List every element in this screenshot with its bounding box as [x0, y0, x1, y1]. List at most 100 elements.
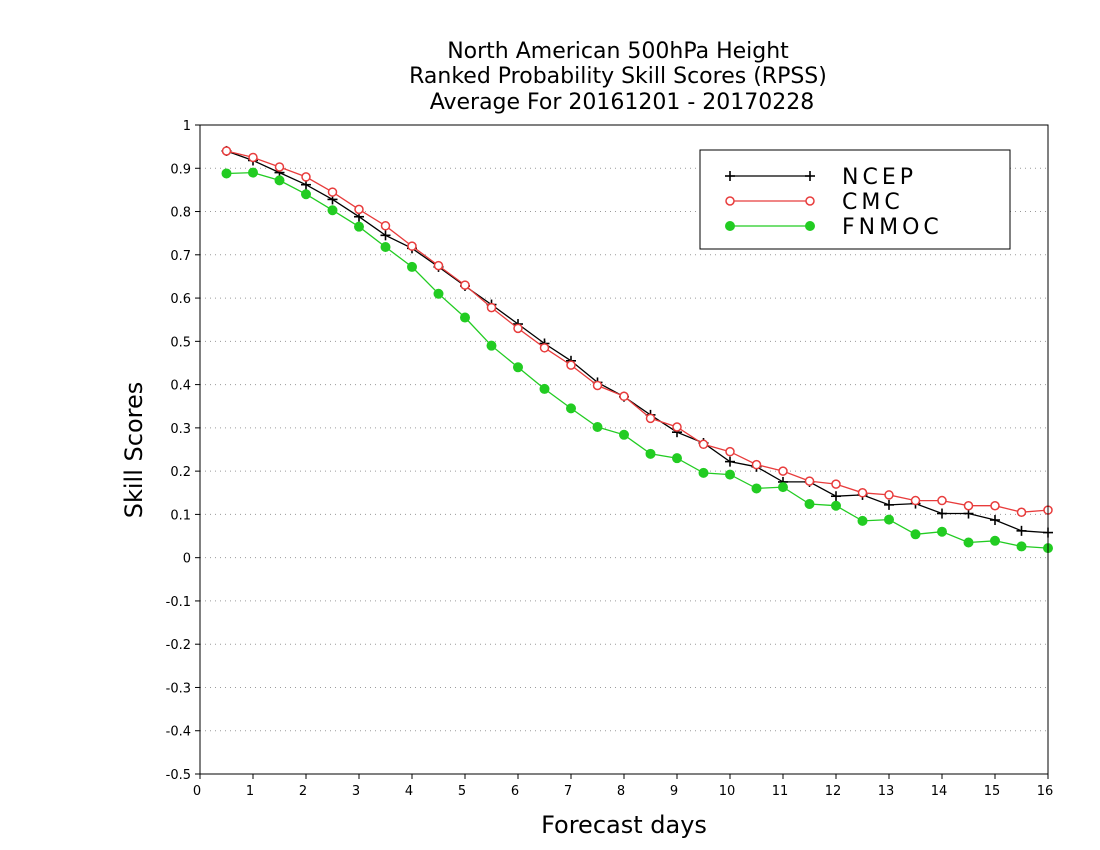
- data-point-cmc: [672, 422, 682, 432]
- data-point-fnmoc: [619, 429, 629, 440]
- x-tick-label: 3: [352, 784, 360, 799]
- data-point-fnmoc: [460, 312, 470, 323]
- data-point-cmc: [910, 495, 921, 506]
- data-point-cmc: [645, 413, 656, 424]
- data-point-cmc: [937, 495, 947, 506]
- data-point-cmc: [327, 187, 338, 197]
- data-point-cmc: [539, 343, 550, 353]
- x-tick-label: 0: [193, 784, 201, 799]
- legend-marker: [805, 196, 815, 206]
- data-point-cmc: [698, 439, 709, 450]
- x-axis-ticks: 0 1 2 3 4 5 6 7 8 9 10 11 12 13 14 15 16: [193, 774, 1053, 799]
- x-tick-label: 14: [931, 784, 948, 799]
- legend-label-fnmoc: FNMOC: [842, 215, 943, 240]
- data-point-cmc: [274, 162, 285, 172]
- title-line-2: Ranked Probability Skill Scores (RPSS): [409, 64, 827, 89]
- data-point-fnmoc: [778, 482, 788, 493]
- data-point-fnmoc: [831, 500, 841, 511]
- data-point-cmc: [831, 479, 841, 489]
- title-line-3: Average For 20161201 - 20170228: [430, 90, 815, 115]
- x-tick-label: 6: [511, 784, 519, 799]
- data-point-fnmoc: [751, 483, 762, 494]
- data-point-cmc: [513, 323, 523, 334]
- data-point-cmc: [566, 360, 576, 370]
- y-tick-label: 0.9: [170, 162, 191, 177]
- data-point-fnmoc: [539, 383, 550, 394]
- data-point-cmc: [486, 302, 497, 313]
- series-fnmoc: [221, 167, 1053, 554]
- y-tick-label: -0.1: [166, 595, 191, 610]
- data-point-cmc: [592, 380, 603, 391]
- series-line-fnmoc: [226, 171, 1049, 549]
- legend-entry-cmc: CMC: [725, 190, 904, 215]
- data-point-fnmoc: [910, 529, 921, 540]
- x-tick-label: 5: [458, 784, 466, 799]
- title-line-1: North American 500hPa Height: [447, 39, 789, 64]
- x-tick-label: 1: [246, 784, 254, 799]
- data-point-fnmoc: [804, 499, 815, 510]
- series-cmc: [221, 146, 1053, 517]
- legend-marker: [805, 221, 815, 231]
- x-tick-label: 4: [405, 784, 413, 799]
- data-point-cmc: [407, 241, 417, 251]
- data-point-fnmoc: [274, 175, 285, 186]
- y-tick-label: 0.1: [170, 508, 191, 523]
- data-point-fnmoc: [857, 515, 868, 526]
- data-point-ncep: [1016, 525, 1027, 536]
- legend-marker: [805, 171, 815, 181]
- data-point-fnmoc: [963, 537, 974, 548]
- data-point-fnmoc: [486, 340, 497, 351]
- data-point-cmc: [884, 490, 894, 500]
- series-layer: [221, 145, 1053, 554]
- y-tick-label: -0.5: [166, 768, 191, 783]
- data-point-cmc: [301, 172, 311, 182]
- y-tick-label: -0.4: [166, 725, 191, 740]
- legend-marker: [725, 196, 735, 206]
- x-tick-label: 16: [1037, 784, 1054, 799]
- x-tick-label: 7: [564, 784, 572, 799]
- legend-label-ncep: NCEP: [842, 165, 917, 190]
- data-point-cmc: [804, 476, 815, 486]
- data-point-ncep: [884, 499, 894, 510]
- y-tick-label: -0.3: [166, 681, 191, 696]
- data-point-cmc: [380, 221, 391, 231]
- data-point-cmc: [460, 280, 470, 290]
- data-point-fnmoc: [327, 205, 338, 216]
- data-point-fnmoc: [248, 167, 258, 178]
- x-tick-label: 10: [719, 784, 736, 799]
- data-point-fnmoc: [407, 261, 417, 272]
- data-point-ncep: [990, 515, 1000, 526]
- data-point-cmc: [725, 446, 735, 457]
- y-axis-ticks: -0.5 -0.4 -0.3 -0.2 -0.1 0 0.1 0.2 0.3 0.4 0.5 0.6 0…: [166, 119, 200, 783]
- y-tick-label: 0: [183, 552, 191, 567]
- data-point-fnmoc: [884, 514, 894, 525]
- legend-entry-ncep: NCEP: [725, 165, 917, 190]
- data-point-fnmoc: [1016, 541, 1027, 552]
- data-point-ncep: [380, 230, 391, 241]
- y-tick-label: 0.7: [170, 249, 191, 264]
- x-tick-label: 2: [299, 784, 307, 799]
- data-point-fnmoc: [672, 453, 682, 464]
- data-point-fnmoc: [354, 221, 364, 232]
- data-point-fnmoc: [937, 526, 947, 537]
- x-tick-label: 15: [984, 784, 1001, 799]
- x-axis-title: Forecast days: [541, 811, 707, 839]
- legend-label-cmc: CMC: [842, 190, 904, 215]
- y-tick-label: 0.3: [170, 422, 191, 437]
- data-point-fnmoc: [592, 422, 603, 433]
- data-point-cmc: [433, 260, 444, 271]
- y-tick-label: 1: [183, 119, 191, 134]
- y-tick-label: -0.2: [166, 638, 191, 653]
- legend-marker: [725, 171, 735, 181]
- data-point-fnmoc: [566, 403, 576, 414]
- data-point-cmc: [354, 204, 364, 215]
- data-point-fnmoc: [301, 189, 311, 200]
- data-point-cmc: [751, 459, 762, 470]
- legend-marker: [725, 221, 735, 231]
- chart-title: North American 500hPa Height Ranked Prob…: [409, 39, 827, 115]
- data-point-cmc: [857, 488, 868, 498]
- x-tick-label: 12: [825, 784, 842, 799]
- y-tick-label: 0.2: [170, 465, 191, 480]
